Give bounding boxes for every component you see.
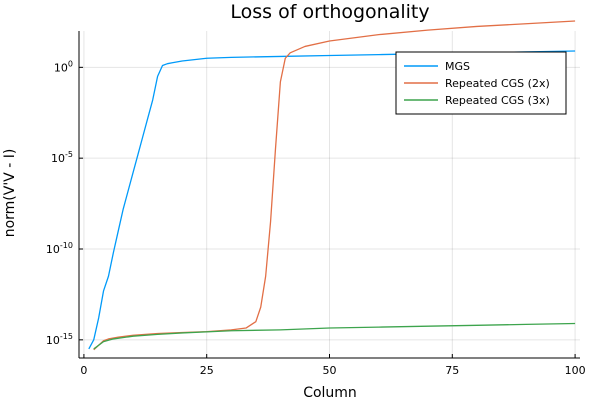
- x-tick-label: 25: [200, 364, 214, 377]
- chart-title: Loss of orthogonality: [230, 1, 429, 23]
- x-tick-label: 0: [80, 364, 87, 377]
- y-tick-label: 10-10: [46, 241, 73, 256]
- y-tick-label: 10-15: [46, 332, 73, 347]
- series-line-1: [88, 50, 576, 350]
- series-line-2: [93, 20, 576, 351]
- y-axis-ticks: 100 10-5 10-10 10-15: [46, 59, 83, 347]
- x-axis-ticks: 0 25 50 75 100: [80, 354, 586, 377]
- y-tick-label: 10-5: [51, 150, 73, 165]
- y-tick-label: 100: [54, 59, 73, 74]
- legend-label-2: Repeated CGS (2x): [445, 77, 550, 90]
- x-axis-label: Column: [303, 385, 357, 400]
- legend-label-3: Repeated CGS (3x): [445, 94, 550, 107]
- y-axis-label: norm(V'V - I): [2, 149, 18, 238]
- series-lines: [88, 20, 576, 351]
- legend-box: [395, 51, 567, 115]
- chart-legend: MGS Repeated CGS (2x) Repeated CGS (3x): [395, 51, 567, 115]
- x-tick-label: 75: [445, 364, 459, 377]
- series-line-3: [93, 322, 576, 350]
- x-tick-label: 50: [323, 364, 337, 377]
- legend-label-1: MGS: [445, 60, 470, 73]
- x-tick-label: 100: [565, 364, 586, 377]
